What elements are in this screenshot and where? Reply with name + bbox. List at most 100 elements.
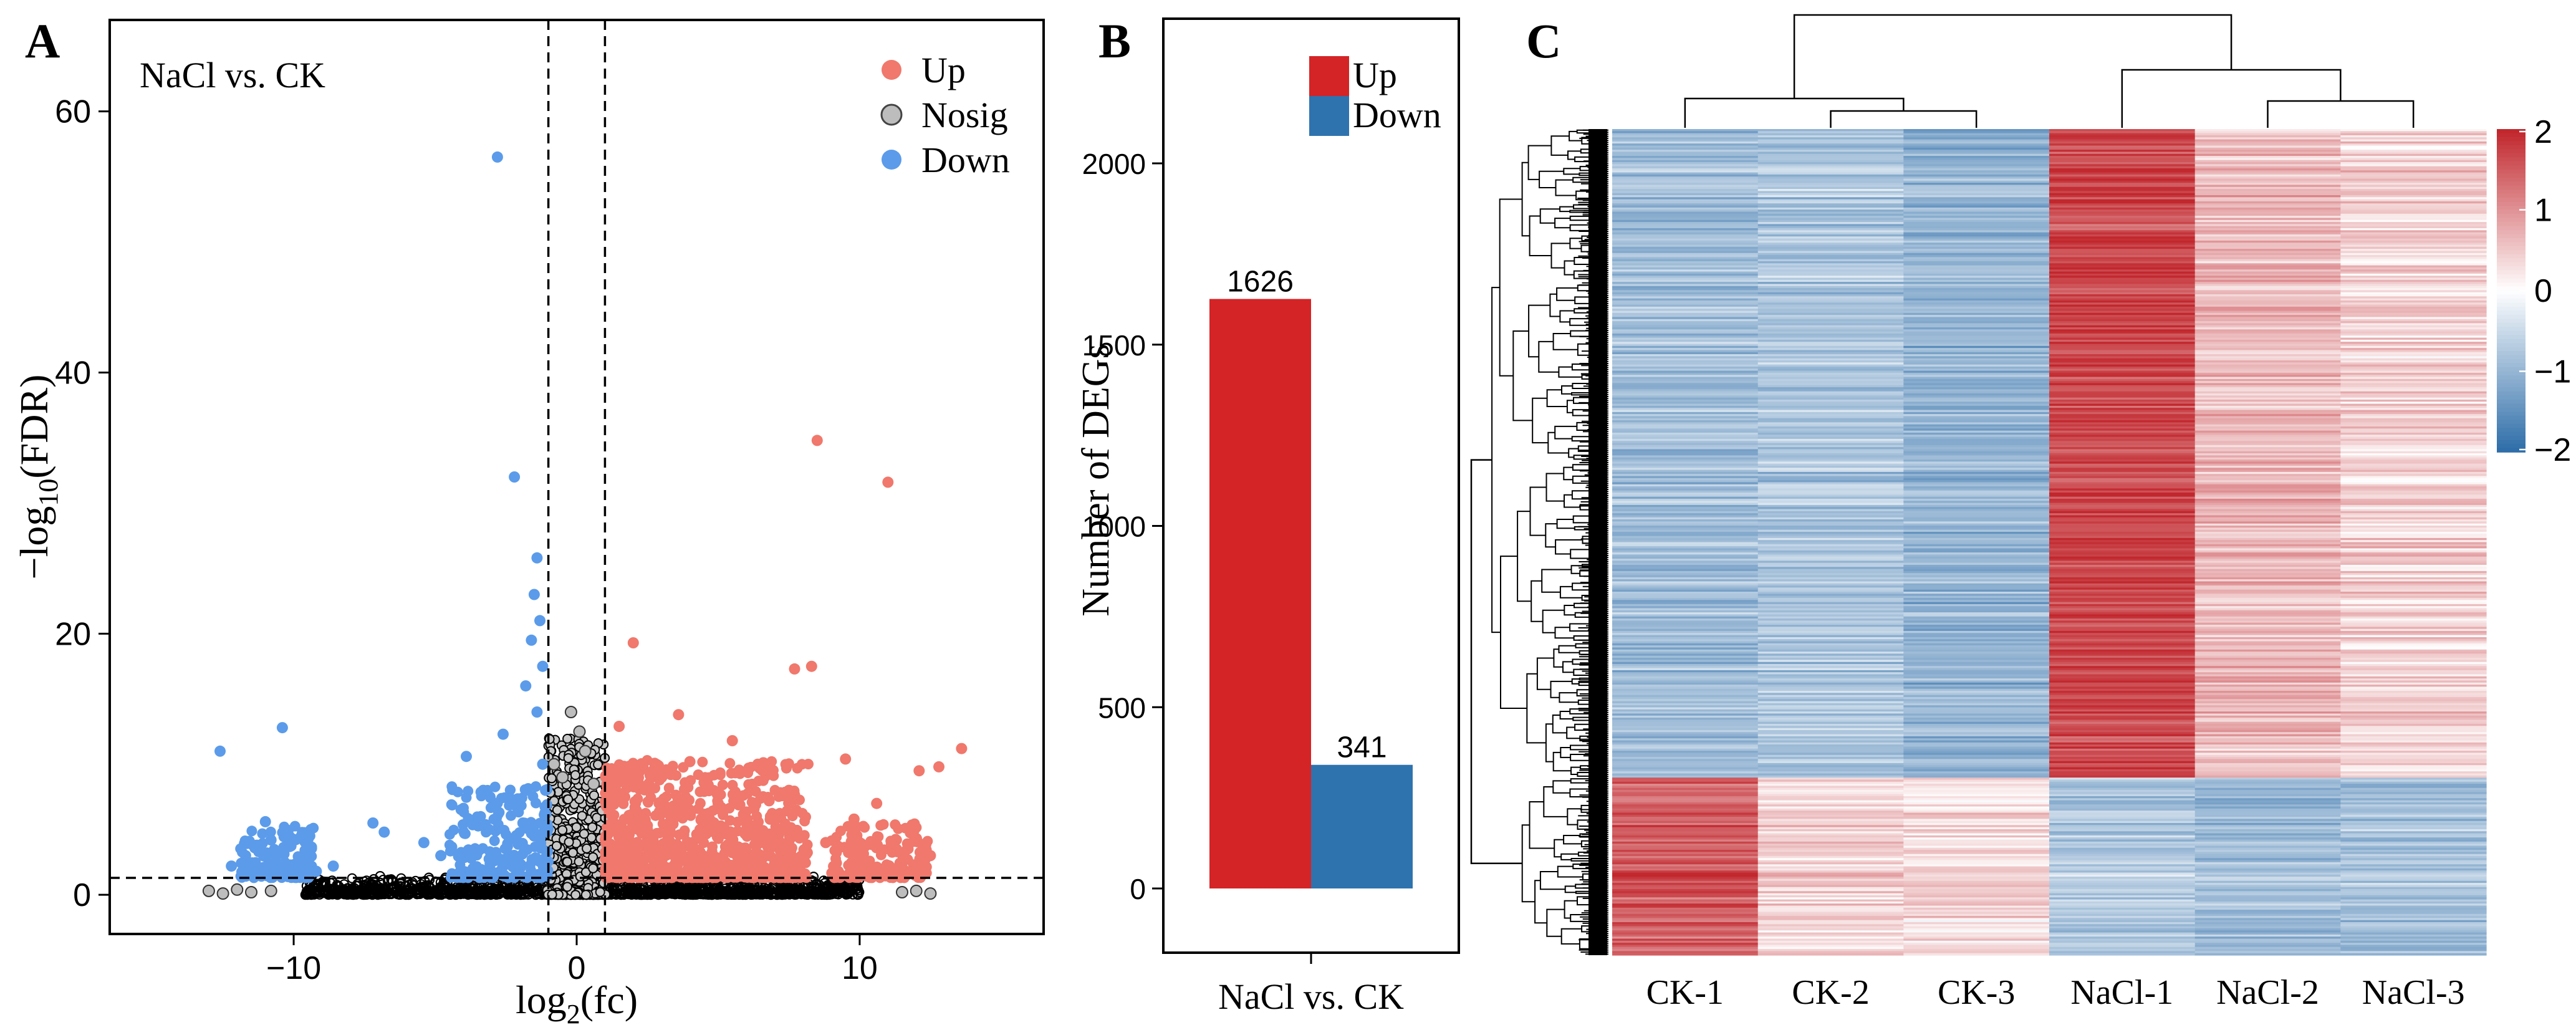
nosig-point	[726, 889, 738, 900]
nosig-point	[571, 822, 582, 832]
up-point	[732, 816, 743, 827]
nosig-point	[684, 889, 694, 900]
nosig-point	[358, 888, 369, 898]
down-point	[506, 793, 517, 804]
up-point	[718, 860, 729, 872]
nosig-point	[588, 863, 598, 874]
up-point	[820, 837, 832, 849]
up-point	[707, 852, 718, 864]
up-point	[780, 759, 791, 770]
up-point	[799, 816, 810, 827]
down-point	[256, 871, 267, 882]
up-point	[773, 791, 784, 802]
down-point	[473, 845, 484, 856]
nosig-point	[339, 889, 350, 900]
up-point	[731, 847, 742, 858]
up-point	[708, 817, 719, 828]
down-point	[501, 829, 512, 840]
up-point	[783, 784, 795, 796]
bar-legend-label-up: Up	[1353, 55, 1397, 95]
down-point	[276, 722, 288, 734]
nosig-point	[445, 885, 455, 896]
volcano-points	[202, 151, 968, 900]
up-point	[673, 855, 685, 867]
up-point	[852, 830, 863, 841]
down-point	[251, 839, 262, 851]
down-point	[259, 816, 271, 827]
up-point	[805, 660, 817, 672]
up-point	[731, 860, 743, 871]
down-point	[261, 847, 272, 859]
up-point	[621, 777, 632, 789]
up-point	[900, 845, 911, 856]
nosig-point	[216, 887, 229, 900]
down-point	[461, 792, 472, 803]
up-point	[713, 797, 724, 809]
down-point	[444, 829, 455, 840]
up-point	[751, 799, 761, 811]
legend-label-up: Up	[921, 50, 966, 90]
up-point	[683, 782, 694, 793]
legend-label-down: Down	[921, 140, 1010, 180]
nosig-point	[796, 888, 807, 900]
nosig-point	[449, 885, 459, 896]
up-point	[631, 805, 642, 816]
up-point	[861, 871, 872, 882]
up-point	[698, 777, 710, 789]
up-point	[673, 709, 685, 721]
down-point	[310, 865, 322, 877]
nosig-point	[389, 887, 400, 897]
up-point	[625, 824, 636, 835]
down-point	[472, 811, 483, 822]
nosig-point	[852, 890, 863, 900]
volcano-y-tick-label: 0	[73, 877, 91, 913]
down-point	[489, 797, 501, 809]
up-point	[644, 769, 655, 780]
up-point	[865, 835, 876, 847]
up-point	[618, 838, 630, 849]
nosig-point	[691, 889, 702, 900]
nosig-point	[523, 889, 534, 900]
nosig-point	[396, 887, 407, 898]
bar-y-tick-label: 500	[1098, 691, 1146, 724]
nosig-point	[580, 890, 591, 900]
nosig-point	[377, 887, 387, 897]
down-point	[531, 706, 543, 718]
up-point	[840, 753, 852, 765]
down-point	[526, 870, 537, 881]
up-point	[670, 811, 681, 822]
up-point	[615, 821, 626, 832]
down-point	[499, 871, 510, 882]
down-point	[463, 813, 474, 824]
panel-c-label: C	[1526, 14, 1561, 68]
down-point	[214, 745, 226, 757]
nosig-point	[231, 883, 244, 896]
down-point	[520, 680, 532, 692]
down-point	[509, 471, 521, 483]
up-point	[658, 871, 669, 882]
down-point	[461, 751, 472, 763]
bar-up	[1209, 299, 1311, 888]
bar-value-label-up: 1626	[1227, 266, 1294, 299]
down-point	[239, 850, 251, 862]
down-point	[541, 854, 552, 865]
bar-legend-swatch-down	[1309, 96, 1349, 136]
legend-swatch-down	[882, 150, 901, 170]
nosig-point	[460, 887, 471, 898]
volcano-x-tick-label: 10	[842, 950, 878, 986]
nosig-point	[557, 825, 568, 835]
nosig-point	[518, 889, 529, 900]
down-point	[279, 857, 291, 868]
up-point	[764, 811, 776, 822]
down-point	[531, 552, 543, 564]
down-point	[528, 830, 540, 842]
nosig-point	[570, 890, 581, 900]
up-point	[643, 797, 654, 808]
down-point	[534, 840, 544, 851]
up-point	[880, 862, 891, 873]
legend-label-nosig: Nosig	[921, 95, 1008, 135]
up-point	[719, 848, 730, 859]
down-point	[418, 837, 430, 849]
up-point	[699, 809, 711, 819]
